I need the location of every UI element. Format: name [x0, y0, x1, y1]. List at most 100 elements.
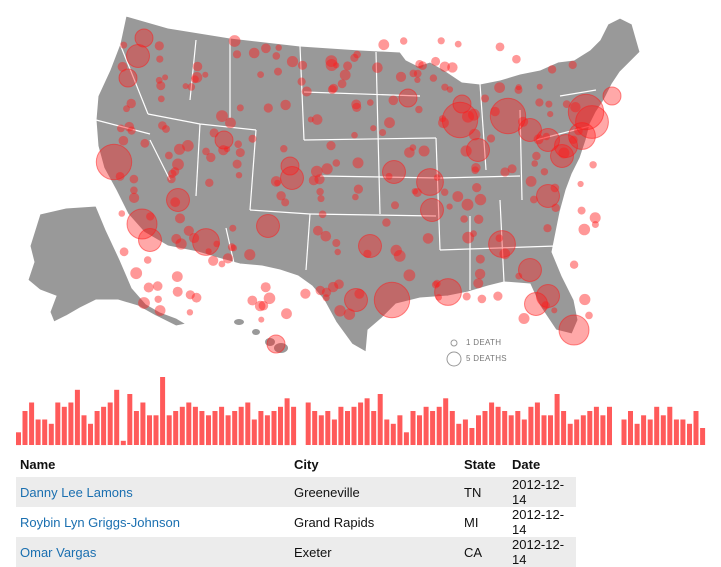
timeline-bar[interactable] — [667, 406, 673, 446]
timeline-bar[interactable] — [587, 411, 593, 445]
timeline-bar[interactable] — [127, 394, 133, 445]
timeline-bar[interactable] — [548, 415, 553, 446]
timeline-bar[interactable] — [567, 423, 573, 446]
timeline-bar[interactable] — [502, 411, 508, 445]
timeline-bar[interactable] — [508, 415, 514, 446]
marker-salt-lake-city[interactable] — [214, 130, 234, 150]
timeline-bar[interactable] — [166, 415, 172, 446]
timeline-bar[interactable] — [55, 402, 61, 446]
timeline-bar[interactable] — [580, 415, 586, 446]
city-header[interactable]: City — [294, 456, 319, 472]
marker-colorado-springs[interactable] — [280, 166, 304, 190]
marker-milwaukee[interactable] — [452, 94, 472, 114]
marker-memphis[interactable] — [420, 198, 444, 222]
timeline-bar[interactable] — [133, 411, 139, 445]
timeline-bar[interactable] — [554, 394, 560, 445]
marker-phoenix[interactable] — [192, 228, 220, 256]
timeline-bar[interactable] — [199, 411, 205, 445]
timeline-bar[interactable] — [358, 402, 364, 446]
timeline-bar[interactable] — [607, 406, 612, 446]
timeline-bar[interactable] — [371, 411, 377, 445]
timeline-bar[interactable] — [443, 398, 449, 446]
marker-dallas[interactable] — [358, 234, 382, 258]
marker-washington-dc[interactable] — [550, 144, 574, 168]
marker-chicago[interactable] — [441, 101, 479, 139]
marker-charlotte[interactable] — [536, 184, 560, 208]
timeline-bar[interactable] — [641, 415, 647, 446]
marker-seattle[interactable] — [134, 28, 154, 48]
timeline-bar[interactable] — [397, 415, 403, 446]
timeline-bar[interactable] — [291, 406, 297, 446]
timeline-bar[interactable] — [390, 423, 396, 446]
timeline-bar[interactable] — [331, 419, 337, 446]
timeline-bar[interactable] — [561, 411, 567, 445]
timeline-bar[interactable] — [351, 406, 357, 446]
marker-honolulu[interactable] — [266, 334, 286, 354]
timeline-bar[interactable] — [469, 428, 475, 445]
marker-atlanta[interactable] — [488, 230, 516, 258]
timeline-bar[interactable] — [628, 411, 633, 445]
marker-detroit[interactable] — [489, 97, 527, 135]
timeline-bar[interactable] — [101, 406, 107, 446]
timeline-bar[interactable] — [48, 423, 54, 446]
timeline-chart[interactable] — [16, 372, 706, 447]
timeline-bar[interactable] — [114, 389, 120, 446]
timeline-bar[interactable] — [338, 406, 344, 446]
marker-tacoma[interactable] — [126, 44, 150, 68]
timeline-bar[interactable] — [593, 406, 599, 446]
timeline-bar[interactable] — [16, 432, 21, 446]
timeline-bar[interactable] — [206, 415, 211, 446]
timeline-bar[interactable] — [225, 415, 231, 446]
marker-portland[interactable] — [118, 68, 138, 88]
marker-denver[interactable] — [280, 156, 300, 176]
timeline-bar[interactable] — [693, 411, 699, 445]
timeline-bar[interactable] — [120, 440, 126, 446]
marker-indianapolis[interactable] — [466, 138, 490, 162]
timeline-bar[interactable] — [377, 394, 383, 445]
timeline-bar[interactable] — [284, 398, 290, 446]
marker-new-orleans[interactable] — [434, 278, 462, 306]
timeline-bar[interactable] — [541, 415, 547, 446]
victim-link[interactable]: Roybin Lyn Griggs-Johnson — [20, 514, 180, 530]
timeline-bar[interactable] — [462, 419, 468, 446]
marker-new-york-city[interactable] — [575, 105, 609, 139]
timeline-bar[interactable] — [81, 415, 87, 446]
timeline-bar[interactable] — [35, 419, 41, 446]
timeline-bar[interactable] — [680, 419, 686, 446]
marker-san-diego[interactable] — [138, 228, 162, 252]
date-header[interactable]: Date — [512, 456, 541, 472]
marker-jacksonville[interactable] — [518, 258, 542, 282]
timeline-bar[interactable] — [687, 423, 692, 446]
timeline-bar[interactable] — [179, 406, 185, 446]
timeline-bar[interactable] — [271, 411, 277, 445]
timeline-bar[interactable] — [173, 411, 179, 445]
name-header[interactable]: Name — [20, 456, 56, 472]
timeline-bar[interactable] — [153, 415, 159, 446]
timeline-bar[interactable] — [476, 415, 481, 446]
timeline-bar[interactable] — [521, 419, 527, 446]
timeline-bar[interactable] — [29, 402, 35, 446]
timeline-bar[interactable] — [68, 402, 74, 446]
marker-kansas-city[interactable] — [382, 160, 406, 184]
timeline-bar[interactable] — [621, 419, 627, 446]
timeline-bar[interactable] — [423, 406, 429, 446]
timeline-bar[interactable] — [417, 415, 422, 446]
timeline-bar[interactable] — [88, 423, 93, 446]
timeline-bar[interactable] — [410, 411, 416, 445]
timeline-bar[interactable] — [403, 432, 409, 446]
timeline-bar[interactable] — [318, 415, 324, 446]
timeline-bar[interactable] — [574, 419, 580, 446]
timeline-bar[interactable] — [140, 402, 146, 446]
timeline-bar[interactable] — [647, 419, 653, 446]
marker-san-francisco-bay-area[interactable] — [95, 143, 133, 181]
timeline-bar[interactable] — [212, 411, 218, 445]
timeline-bar[interactable] — [258, 411, 264, 445]
marker-newtown[interactable] — [567, 93, 605, 131]
marker-orlando[interactable] — [536, 284, 560, 308]
timeline-bar[interactable] — [22, 411, 28, 445]
timeline-bar[interactable] — [364, 398, 370, 446]
timeline-bar[interactable] — [345, 411, 350, 445]
timeline-bar[interactable] — [489, 402, 495, 446]
timeline-bar[interactable] — [654, 406, 660, 446]
timeline-bar[interactable] — [264, 415, 270, 446]
